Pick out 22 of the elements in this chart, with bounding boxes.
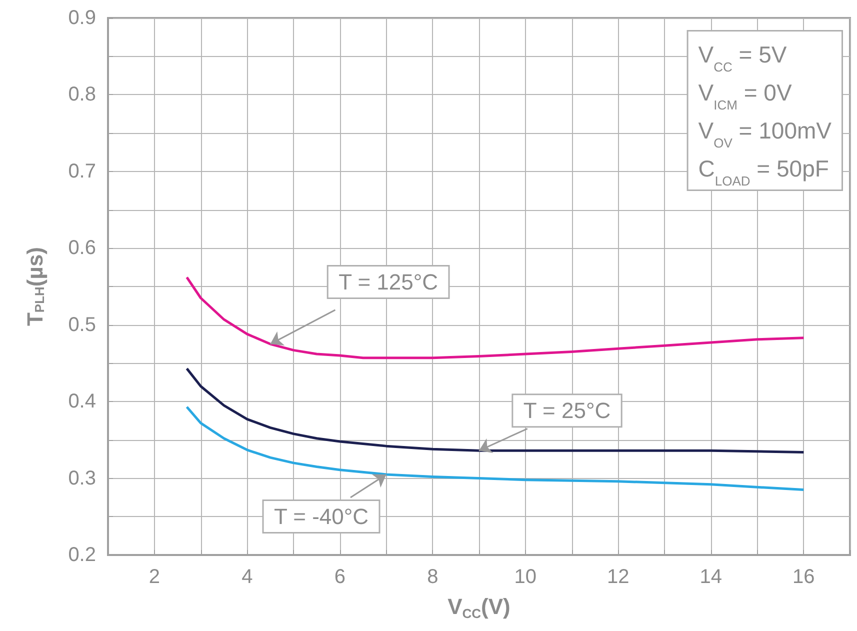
x-tick-label: 4 (242, 566, 253, 588)
y-tick-label: 0.6 (68, 237, 96, 260)
y-axis-title: TPLH(µs) (22, 246, 48, 326)
series-label: T = 25°C (523, 398, 611, 424)
x-tick-label: 16 (792, 566, 815, 588)
x-tick-label: 12 (607, 566, 630, 588)
line-series (186, 276, 805, 360)
y-tick-label: 0.3 (68, 467, 96, 490)
x-tick-label: 2 (148, 566, 160, 588)
y-tick-label: 0.4 (68, 390, 96, 413)
x-tick-label: 14 (700, 566, 722, 588)
x-tick-label: 8 (427, 566, 438, 588)
x-tick-label: 10 (514, 566, 536, 588)
y-tick-label: 0.5 (68, 314, 96, 336)
y-tick-label: 0.8 (68, 84, 96, 106)
y-tick-label: 0.9 (68, 7, 96, 29)
y-tick-label: 0.7 (68, 160, 96, 182)
x-tick-label: 6 (334, 566, 346, 588)
y-tick-label: 0.2 (68, 544, 96, 566)
line-series (186, 367, 805, 454)
series-label: T = -40°C (274, 504, 369, 529)
text: T = 125°C (338, 270, 438, 295)
